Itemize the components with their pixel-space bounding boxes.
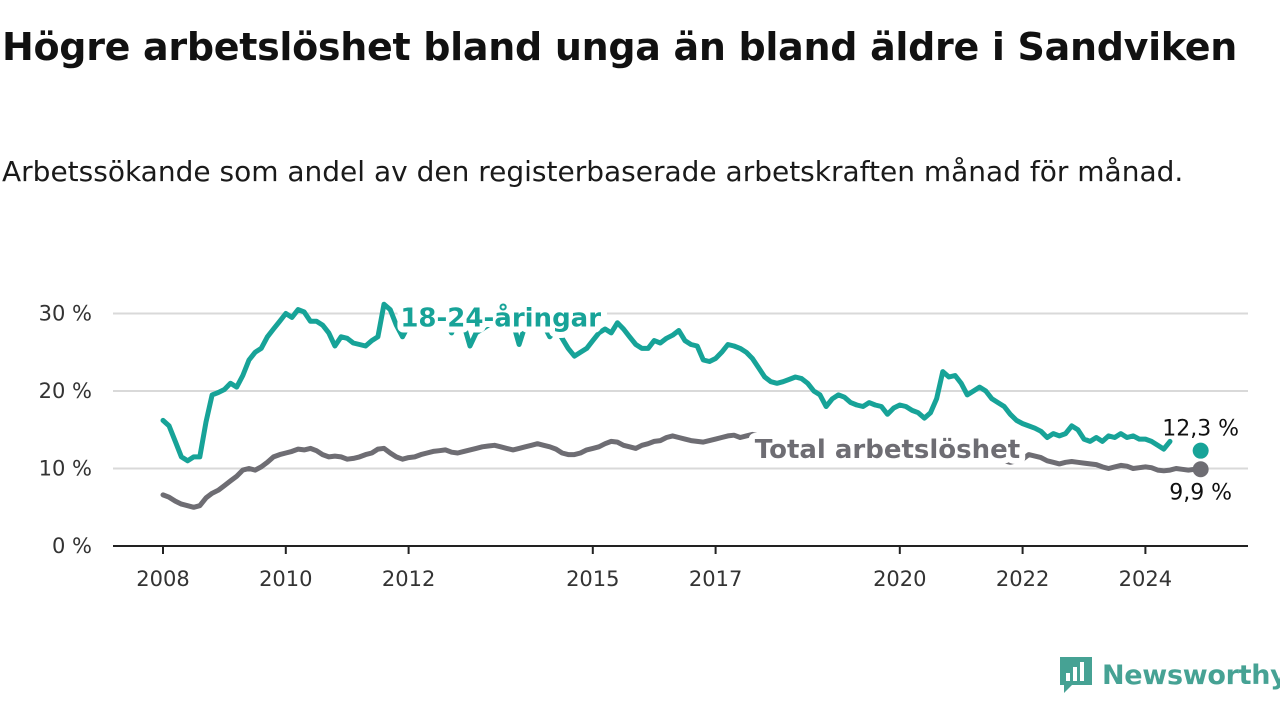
x-tick-label: 2024 bbox=[1119, 567, 1172, 591]
series-line-youth bbox=[160, 301, 1173, 464]
newsworthy-brand[interactable]: Newsworthy bbox=[1058, 654, 1280, 696]
y-tick-label: 0 % bbox=[52, 534, 92, 558]
end-point-marker bbox=[1192, 442, 1209, 459]
end-value-label: 12,3 % bbox=[1162, 417, 1239, 442]
series-label: Total arbetslöshet bbox=[755, 435, 1020, 465]
end-value-label: 9,9 % bbox=[1169, 480, 1232, 505]
end-point-marker bbox=[1192, 461, 1209, 478]
x-tick-label: 2022 bbox=[996, 567, 1049, 591]
y-tick-label: 30 % bbox=[39, 302, 92, 326]
newsworthy-logo-icon bbox=[1060, 657, 1092, 693]
chart-title: Högre arbetslöshet bland unga än bland ä… bbox=[2, 25, 1237, 69]
x-axis: 2008 2010 2012 2015 2017 2020 2022 2024 bbox=[113, 545, 1248, 591]
y-tick-label: 20 % bbox=[39, 379, 92, 403]
series-lines: 9,9 % 12,3 % bbox=[160, 301, 1239, 510]
chart-subtitle: Arbetssökande som andel av den registerb… bbox=[2, 155, 1184, 188]
x-tick-label: 2010 bbox=[259, 567, 312, 591]
x-tick-label: 2015 bbox=[566, 567, 619, 591]
y-axis-ticks: 0 % 10 % 20 % 30 % bbox=[39, 302, 92, 559]
x-tick-label: 2020 bbox=[873, 567, 926, 591]
brand-name: Newsworthy bbox=[1102, 659, 1280, 691]
series-label: 18-24-åringar bbox=[400, 301, 601, 333]
x-tick-label: 2012 bbox=[382, 567, 435, 591]
x-tick-label: 2008 bbox=[136, 567, 189, 591]
series-line-total bbox=[160, 431, 1204, 510]
series-labels: 18-24-åringar Total arbetslöshet bbox=[394, 295, 1026, 471]
x-tick-label: 2017 bbox=[689, 567, 742, 591]
y-tick-label: 10 % bbox=[39, 457, 92, 481]
